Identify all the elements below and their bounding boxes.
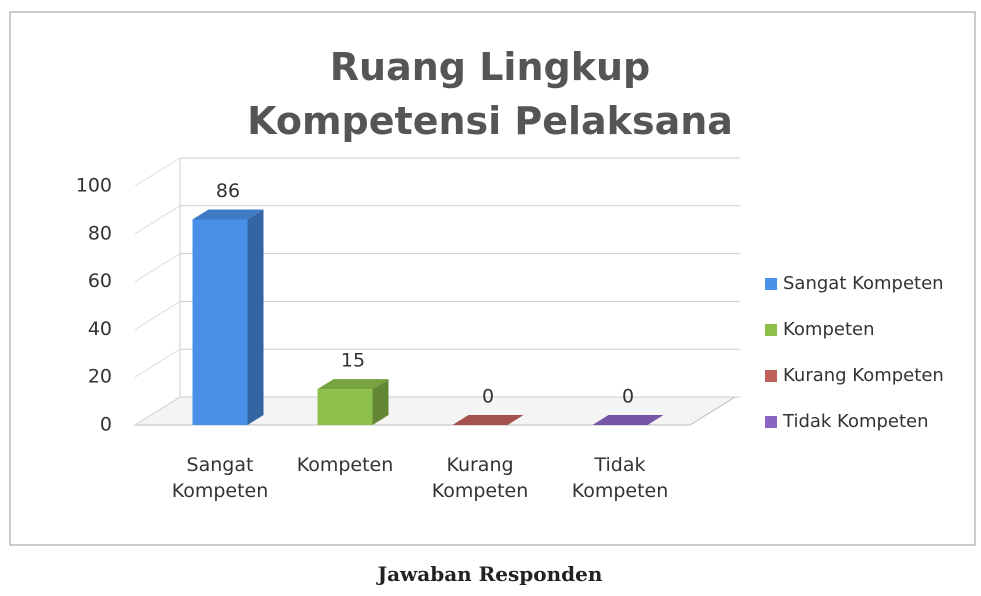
legend-label: Sangat Kompeten <box>783 273 944 294</box>
legend-label: Kurang Kompeten <box>783 365 944 386</box>
grid-line <box>134 348 181 378</box>
y-tick-label: 0 <box>100 414 112 436</box>
grid-line <box>134 396 181 426</box>
y-tick-label: 100 <box>76 175 112 197</box>
legend-swatch <box>765 370 777 382</box>
bar-top <box>192 209 264 220</box>
y-tick-label: 20 <box>88 366 112 388</box>
chart-title: Ruang Lingkup Kompetensi Pelaksana <box>247 45 733 143</box>
y-tick-label: 40 <box>88 318 112 340</box>
grid-line <box>134 253 181 283</box>
legend-swatch <box>765 324 777 336</box>
bar-front <box>317 389 373 425</box>
legend-label: Kompeten <box>783 319 875 340</box>
data-label: 0 <box>482 386 494 408</box>
chart-frame <box>9 11 976 546</box>
caption: Jawaban Responden <box>377 562 603 586</box>
data-label: 15 <box>341 350 365 372</box>
legend-swatch <box>765 416 777 428</box>
x-tick-label: Sangat Kompeten <box>171 454 269 502</box>
data-label: 0 <box>622 386 634 408</box>
bar <box>452 415 524 425</box>
bar-top <box>317 379 389 390</box>
bar-top <box>592 415 664 425</box>
x-tick-label: Tidak Kompeten <box>571 454 669 502</box>
legend-label: Tidak Kompeten <box>782 411 929 432</box>
grid-line <box>134 300 181 330</box>
grid-line <box>134 205 181 235</box>
legend-swatch <box>765 278 777 290</box>
grid-line <box>134 157 181 187</box>
bar-side <box>372 379 389 425</box>
bar-side <box>247 209 264 425</box>
bar <box>317 379 389 425</box>
bar <box>192 209 264 425</box>
x-tick-label: Kompeten <box>296 454 394 476</box>
y-tick-label: 80 <box>88 222 112 244</box>
bar-front <box>192 219 248 425</box>
x-tick-label: Kurang Kompeten <box>431 454 529 502</box>
data-label: 86 <box>216 180 240 202</box>
y-tick-label: 60 <box>88 270 112 292</box>
bar-top <box>452 415 524 425</box>
bar <box>592 415 664 425</box>
